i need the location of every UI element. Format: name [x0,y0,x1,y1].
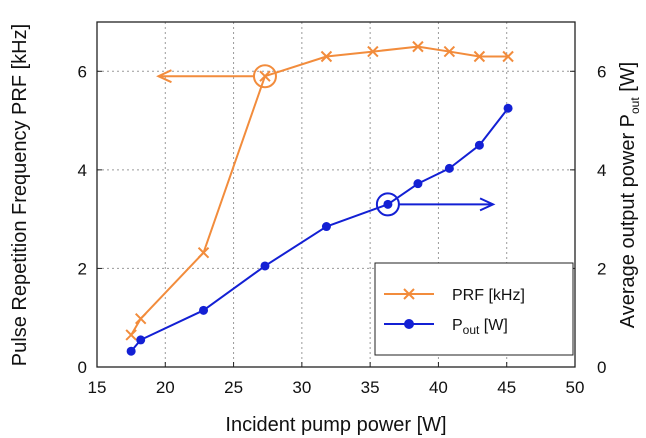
y-axis-right-title: Average output power Pout [W] [617,62,642,328]
prf-point-marker [134,312,147,325]
x-tick-label: 25 [224,378,243,397]
annotation-arrow-head [156,69,172,84]
pout-point-marker [136,335,146,345]
legend-pout-label-main: P [452,317,463,334]
prf-point-marker [197,246,210,259]
legend-pout-label-sub: out [463,323,480,337]
pout-point-marker [126,346,136,356]
prf-point-marker [367,45,379,58]
annotations-layer [156,64,496,217]
y-axis-right-title-unit: [W] [617,62,639,98]
prf-point-marker [412,40,424,53]
axis-ticks: 15 20 25 30 35 40 45 50 0 2 4 6 0 2 4 6 [78,62,607,397]
x-tick-label: 35 [361,378,380,397]
y-left-tick-label: 2 [78,259,87,278]
annotation-arrow-head [479,197,496,212]
x-tick-label: 50 [566,378,585,397]
y-axis-right-title-sub: out [628,97,642,114]
legend-pout-label-unit: [W] [479,317,507,334]
pout-point-marker [474,140,484,150]
x-tick-label: 20 [156,378,175,397]
y-axis-left-title: Pulse Repetition Frequency PRF [kHz] [9,24,31,366]
pout-point-marker [321,222,331,232]
legend-pout-label: Pout [W] [452,317,508,337]
y-left-tick-label: 4 [78,161,87,180]
pout-point-marker [383,199,393,209]
y-right-tick-label: 2 [597,259,606,278]
y-axis-right-title-main: Average output power P [617,114,639,328]
pout-point-marker [199,305,209,315]
prf-point-marker [320,50,333,63]
y-right-tick-label: 6 [597,62,606,81]
series-1-line [130,107,509,352]
legend-pout-marker [404,319,414,329]
x-tick-label: 40 [429,378,448,397]
series-0-line [130,45,509,336]
pout-point-marker [503,103,513,113]
legend-prf-label: PRF [kHz] [452,287,525,304]
y-left-tick-label: 6 [78,62,87,81]
prf-point-marker [473,50,486,63]
pout-point-marker [260,261,270,271]
prf-point-marker [502,50,514,63]
x-tick-label: 30 [292,378,311,397]
y-right-tick-label: 0 [597,358,606,377]
y-left-tick-label: 0 [78,358,87,377]
pout-point-marker [444,163,454,173]
legend-prf-marker [403,288,415,300]
prf-point-marker [125,329,137,341]
pout-point-marker [413,179,423,189]
plot-frame [96,21,576,368]
series-layer [125,40,514,356]
legend: PRF [kHz] Pout [W] [374,262,574,356]
prf-point-marker [259,70,271,82]
legend-box [374,262,574,356]
prf-point-marker [443,45,456,58]
x-axis-title: Incident pump power [W] [225,414,446,436]
x-tick-label: 45 [497,378,516,397]
x-tick-label: 15 [88,378,107,397]
y-right-tick-label: 4 [597,161,606,180]
